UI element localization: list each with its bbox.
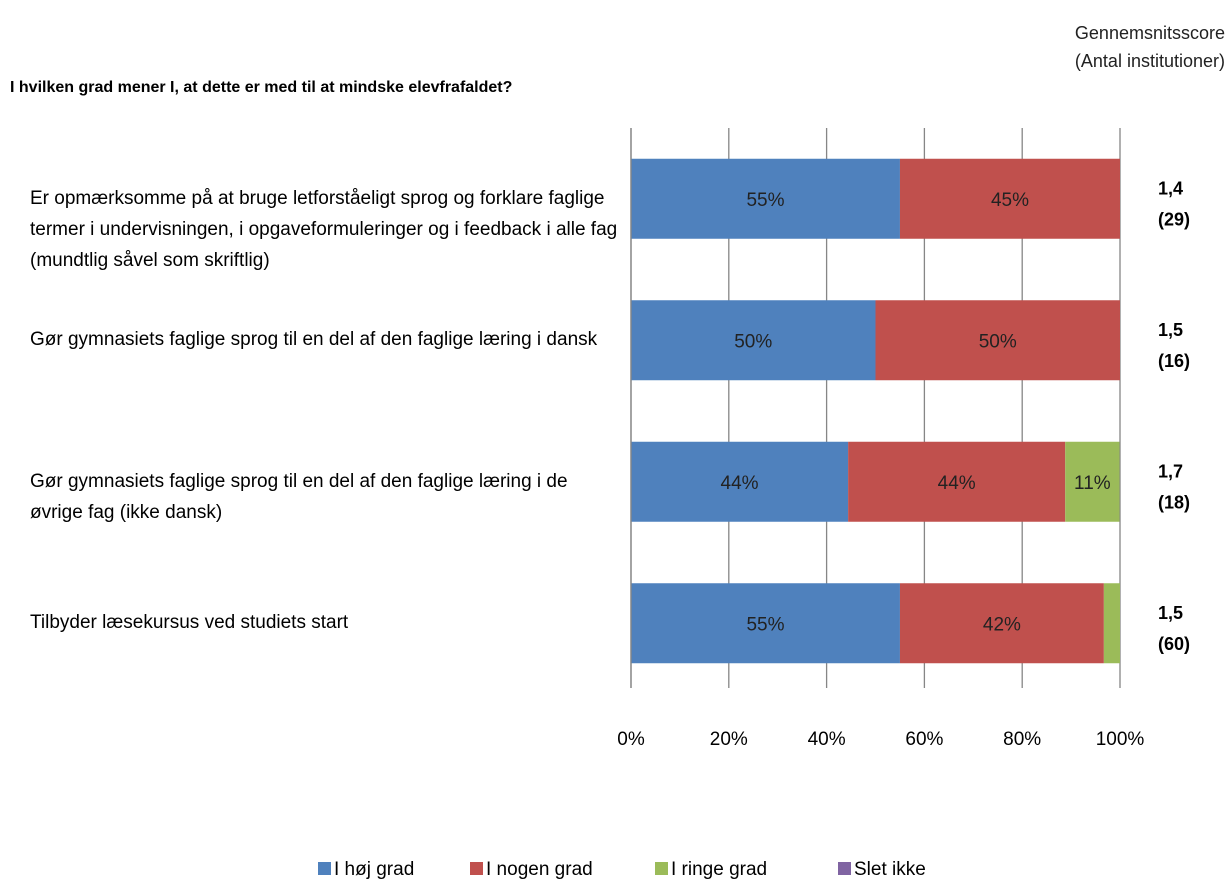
- score: 1,5: [1158, 320, 1183, 340]
- score: 1,4: [1158, 179, 1183, 199]
- score: 1,5: [1158, 603, 1183, 623]
- legend-label: I høj grad: [334, 859, 414, 880]
- data-label: 44%: [721, 473, 759, 494]
- x-tick-label: 60%: [905, 729, 943, 750]
- legend-swatch: [838, 862, 851, 875]
- category-label: Er opmærksomme på at bruge letforståelig…: [30, 187, 618, 271]
- bar-segment: [875, 300, 1120, 381]
- data-label: 11%: [1074, 473, 1111, 494]
- x-tick-label: 0%: [617, 729, 645, 750]
- score: 1,7: [1158, 462, 1183, 482]
- chart-title: I hvilken grad mener I, at dette er med …: [10, 79, 512, 96]
- count: (16): [1158, 351, 1190, 371]
- bar-segment: [631, 158, 900, 239]
- count: (29): [1158, 210, 1190, 230]
- count: (60): [1158, 634, 1190, 654]
- data-label: 55%: [746, 190, 784, 211]
- side-header: (Antal institutioner): [1075, 51, 1225, 71]
- data-label: 42%: [983, 614, 1021, 635]
- bar-segment: [1065, 441, 1120, 522]
- category-label: Gør gymnasiets faglige sprog til en del …: [30, 329, 598, 351]
- bar-segment: [631, 441, 849, 522]
- data-label: 45%: [991, 190, 1029, 211]
- legend-label: I ringe grad: [671, 859, 767, 880]
- bar-segment: [1103, 583, 1120, 664]
- data-label: 50%: [734, 331, 772, 352]
- data-label: 55%: [746, 614, 784, 635]
- bar-segment: [631, 300, 876, 381]
- category-label: Gør gymnasiets faglige sprog til en del …: [30, 470, 568, 523]
- count: (18): [1158, 493, 1190, 513]
- bar-segment: [848, 441, 1066, 522]
- legend-label: Slet ikke: [854, 859, 926, 880]
- x-tick-label: 80%: [1003, 729, 1041, 750]
- legend-swatch: [470, 862, 483, 875]
- legend-label: I nogen grad: [486, 859, 593, 880]
- legend-swatch: [655, 862, 668, 875]
- bar-segment: [899, 583, 1104, 664]
- x-tick-label: 20%: [710, 729, 748, 750]
- legend-swatch: [318, 862, 331, 875]
- x-tick-label: 100%: [1096, 729, 1145, 750]
- data-label: 44%: [938, 473, 976, 494]
- data-label: 50%: [979, 331, 1017, 352]
- bar-segment: [631, 583, 900, 664]
- side-header: Gennemsnitsscore: [1075, 23, 1225, 43]
- category-label: Tilbyder læsekursus ved studiets start: [30, 612, 349, 634]
- bar-segment: [899, 158, 1120, 239]
- x-tick-label: 40%: [808, 729, 846, 750]
